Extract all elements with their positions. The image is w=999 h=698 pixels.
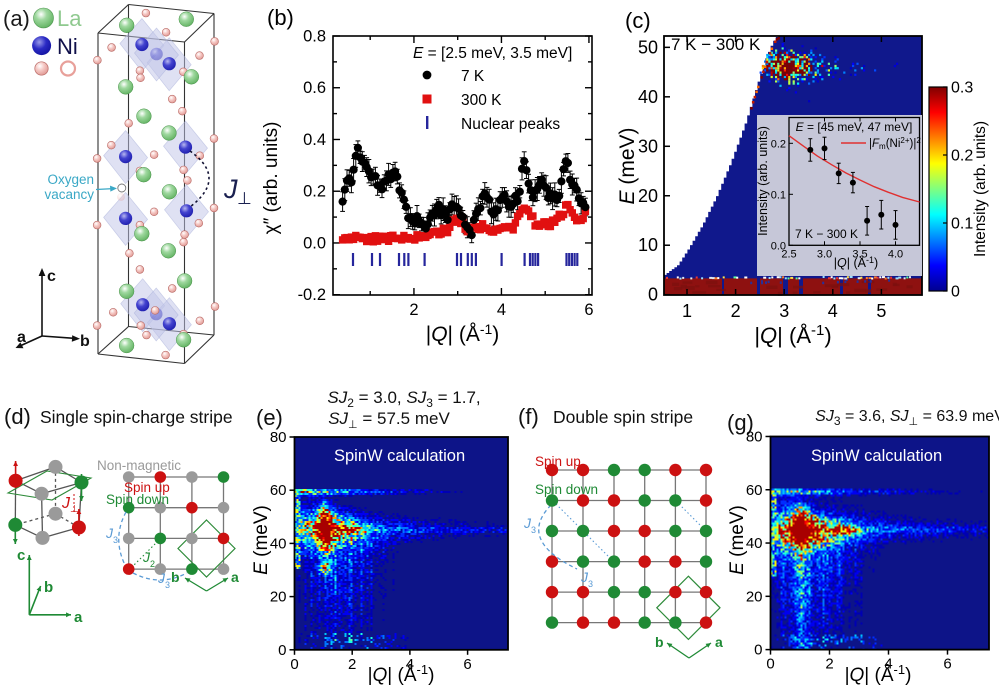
svg-text:(b): (b): [267, 5, 294, 30]
svg-text:vacancy: vacancy: [44, 187, 94, 202]
svg-text:0: 0: [754, 642, 762, 659]
svg-text:4: 4: [828, 301, 838, 321]
svg-text:2: 2: [825, 656, 833, 673]
svg-text:(f): (f): [518, 404, 539, 429]
svg-text:|Fm(Ni2+)|2: |Fm(Ni2+)|2: [869, 136, 921, 151]
svg-text:0: 0: [648, 285, 658, 305]
svg-text:(c): (c): [625, 8, 651, 33]
svg-text:(a): (a): [3, 6, 30, 31]
svg-text:⊥: ⊥: [70, 504, 79, 515]
svg-text:7 K: 7 K: [461, 68, 485, 85]
svg-text:a: a: [231, 569, 239, 585]
svg-text:0.2: 0.2: [303, 183, 326, 201]
svg-text:6: 6: [943, 656, 951, 673]
svg-text:10: 10: [638, 235, 658, 255]
svg-text:3: 3: [165, 580, 170, 590]
svg-text:-0.2: -0.2: [298, 286, 326, 304]
svg-text:5: 5: [876, 301, 886, 321]
svg-text:(d): (d): [4, 404, 31, 429]
svg-text:0.1: 0.1: [951, 216, 973, 233]
svg-text:300 K: 300 K: [461, 92, 502, 109]
svg-text:Non-magnetic: Non-magnetic: [97, 458, 181, 473]
svg-text:J: J: [223, 174, 238, 204]
svg-text:0.2: 0.2: [771, 138, 786, 150]
svg-text:c: c: [17, 547, 25, 564]
svg-text:c: c: [47, 268, 56, 285]
svg-text:3: 3: [588, 579, 593, 589]
svg-text:0: 0: [278, 642, 286, 659]
svg-text:60: 60: [270, 482, 287, 499]
svg-text:1: 1: [682, 301, 692, 321]
svg-text:E (meV): E (meV): [727, 505, 748, 575]
svg-text:b: b: [80, 333, 90, 350]
svg-text:b: b: [44, 579, 53, 596]
svg-text:2: 2: [150, 559, 155, 569]
svg-text:E = [2.5 meV, 3.5 meV]: E = [2.5 meV, 3.5 meV]: [413, 45, 572, 62]
svg-text:Spin down: Spin down: [535, 482, 598, 497]
svg-text:0: 0: [951, 284, 960, 301]
svg-text:50: 50: [638, 37, 658, 57]
svg-text:Nuclear peaks: Nuclear peaks: [461, 116, 560, 133]
svg-text:E = [45 meV, 47 meV]: E = [45 meV, 47 meV]: [796, 120, 913, 134]
svg-text:2: 2: [731, 301, 741, 321]
svg-text:SpinW calculation: SpinW calculation: [334, 447, 465, 465]
svg-text:⊥: ⊥: [237, 189, 252, 208]
svg-text:6: 6: [584, 301, 593, 319]
svg-text:Spin down: Spin down: [106, 492, 169, 507]
svg-text:a: a: [74, 609, 83, 626]
svg-text:3.0: 3.0: [817, 248, 832, 260]
svg-text:b: b: [171, 569, 180, 585]
svg-text:a: a: [17, 329, 26, 346]
svg-text:0.8: 0.8: [303, 28, 326, 46]
svg-text:b: b: [655, 634, 664, 650]
svg-text:Intensity (arb. units): Intensity (arb. units): [756, 126, 770, 236]
svg-text:E (meV): E (meV): [251, 505, 272, 575]
svg-text:χ″ (arb. units): χ″ (arb. units): [261, 122, 282, 235]
svg-text:20: 20: [270, 589, 287, 606]
svg-text:7 K − 300 K: 7 K − 300 K: [671, 35, 761, 54]
svg-text:a: a: [715, 634, 723, 650]
svg-text:80: 80: [270, 429, 287, 446]
svg-text:0.0: 0.0: [303, 234, 326, 252]
svg-text:SpinW calculation: SpinW calculation: [811, 447, 942, 465]
svg-text:40: 40: [270, 535, 287, 552]
svg-text:80: 80: [746, 428, 763, 445]
svg-text:0.0: 0.0: [771, 240, 786, 252]
svg-text:0.2: 0.2: [951, 148, 973, 165]
svg-text:0: 0: [766, 656, 774, 673]
svg-text:6: 6: [463, 656, 471, 673]
svg-text:60: 60: [746, 482, 763, 499]
svg-text:3: 3: [531, 525, 536, 535]
svg-text:7 K − 300 K: 7 K − 300 K: [795, 227, 858, 241]
svg-text:Ni: Ni: [57, 34, 78, 59]
svg-text:Spin up: Spin up: [535, 454, 581, 469]
svg-text:4.0: 4.0: [888, 248, 903, 260]
svg-text:40: 40: [638, 87, 658, 107]
svg-text:E (meV): E (meV): [616, 127, 639, 204]
svg-text:Double spin stripe: Double spin stripe: [553, 407, 693, 427]
svg-text:2: 2: [348, 656, 356, 673]
svg-text:0.6: 0.6: [303, 79, 326, 97]
svg-text:2: 2: [409, 301, 418, 319]
svg-text:La: La: [57, 6, 82, 31]
svg-text:0.3: 0.3: [951, 80, 973, 97]
svg-text:0.4: 0.4: [303, 131, 326, 149]
svg-text:(e): (e): [256, 405, 283, 430]
svg-text:40: 40: [746, 535, 763, 552]
svg-text:4: 4: [497, 301, 506, 319]
svg-text:0.1: 0.1: [771, 189, 786, 201]
svg-text:20: 20: [746, 588, 763, 605]
svg-text:3: 3: [113, 535, 118, 545]
svg-text:SJ⊥ = 57.5 meV: SJ⊥ = 57.5 meV: [328, 409, 450, 431]
svg-text:0: 0: [290, 656, 298, 673]
svg-text:Intensity (arb. units): Intensity (arb. units): [972, 121, 989, 257]
svg-text:Single spin-charge stripe: Single spin-charge stripe: [40, 407, 233, 427]
svg-text:30: 30: [638, 136, 658, 156]
svg-text:3: 3: [779, 301, 789, 321]
svg-text:Oxygen: Oxygen: [47, 172, 94, 187]
svg-text:20: 20: [638, 186, 658, 206]
